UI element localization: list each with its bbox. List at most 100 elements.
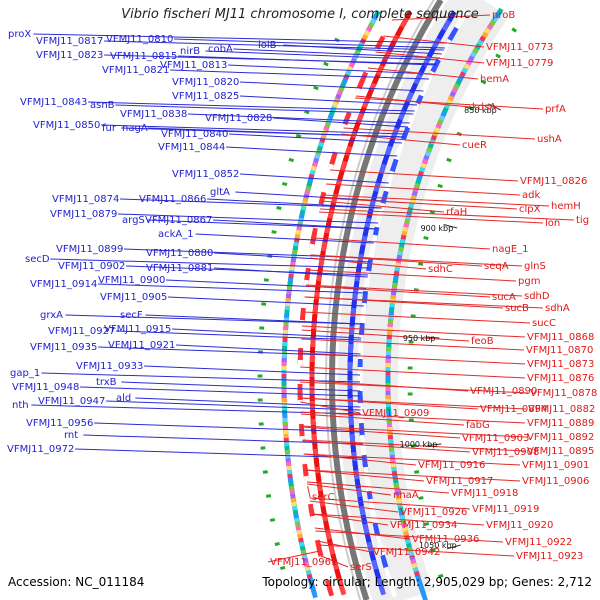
- label-connector: [300, 366, 526, 379]
- gene-label-reverse: VFMJ11_0850: [33, 120, 100, 131]
- rna-feature: [258, 422, 264, 426]
- label-connector: [329, 169, 519, 182]
- gene-label-forward: sdhA: [545, 303, 570, 314]
- rna-feature: [269, 518, 276, 522]
- rna-feature: [408, 418, 414, 422]
- label-connector: [104, 40, 445, 51]
- gene-label-forward: VFMJ11_0926: [400, 507, 467, 518]
- label-connector: [318, 544, 515, 557]
- label-connector: [311, 513, 389, 526]
- label-connector: [326, 183, 521, 196]
- label-connector: [306, 481, 450, 494]
- label-connector: [188, 113, 410, 124]
- label-connector: [302, 439, 526, 452]
- label-connector: [301, 425, 526, 438]
- gene-label-reverse: VFMJ11_0874: [52, 194, 119, 205]
- label-connector: [301, 338, 525, 351]
- gene-label-reverse: VFMJ11_0866: [139, 194, 206, 205]
- scale-tick: [487, 103, 501, 111]
- label-connector: [304, 296, 544, 309]
- gene-label-forward: VFMJ11_0901: [522, 460, 589, 471]
- gene-label-forward: VFMJ11_0779: [486, 58, 553, 69]
- label-connector: [300, 397, 527, 410]
- gene-label-reverse: VFMJ11_0815: [110, 51, 177, 62]
- rna-feature: [282, 181, 288, 187]
- gene-label-reverse: lolB: [258, 40, 277, 51]
- gene-label-forward: VFMJ11_0922: [505, 537, 572, 548]
- label-connector: [33, 33, 448, 44]
- gene-label-forward: VFMJ11_0882: [528, 404, 595, 415]
- label-connector: [235, 191, 384, 202]
- gene-label-reverse: VFMJ11_0879: [50, 209, 117, 220]
- label-connector: [240, 81, 424, 92]
- label-connector: [343, 127, 536, 140]
- gene-label-reverse: asnB: [90, 100, 115, 111]
- label-connector: [310, 254, 523, 267]
- label-connector: [147, 219, 377, 230]
- gene-label-forward: sucB: [505, 303, 529, 314]
- gene-label-reverse: nagA: [122, 123, 148, 134]
- label-connector: [308, 269, 517, 282]
- gene-label-forward: serC: [312, 492, 334, 503]
- label-connector: [120, 198, 382, 209]
- gene-label-reverse: VFMJ11_0828: [205, 113, 272, 124]
- gene-label-forward: VFMJ11_0892: [527, 432, 594, 443]
- gene-label-reverse: VFMJ11_0914: [30, 279, 97, 290]
- gene-label-forward: VFMJ11_0917: [426, 476, 493, 487]
- rna-feature: [276, 206, 282, 210]
- gene-label-reverse: VFMJ11_0902: [58, 261, 125, 272]
- gene-label-forward: fabG: [466, 420, 490, 431]
- gene-label-reverse: fur: [102, 123, 117, 134]
- label-connector: [319, 211, 544, 224]
- label-connector: [303, 311, 531, 324]
- gene-label-reverse: cobA: [208, 44, 233, 55]
- label-connector: [176, 344, 361, 355]
- rna-feature: [423, 236, 429, 240]
- rna-feature: [274, 542, 280, 546]
- gene-label-forward: glnS: [524, 261, 546, 272]
- gene-label-forward: prfA: [545, 104, 566, 115]
- cog-feature-block: [307, 577, 318, 599]
- label-connector: [305, 469, 521, 482]
- rna-feature: [260, 446, 266, 450]
- label-connector: [283, 44, 442, 55]
- label-connector: [301, 426, 461, 439]
- label-connector: [383, 35, 485, 48]
- label-connector: [303, 453, 521, 466]
- rna-feature: [511, 27, 518, 33]
- gene-label-reverse: nirB: [180, 46, 200, 57]
- rna-feature: [456, 131, 462, 137]
- scale-tick-label: 950 kbp: [403, 334, 436, 343]
- label-connector: [98, 283, 366, 294]
- rna-feature: [408, 340, 414, 344]
- gene-label-forward: nagE_1: [492, 244, 529, 255]
- label-connector: [168, 296, 365, 307]
- label-connector: [305, 285, 491, 298]
- label-connector: [273, 117, 409, 128]
- label-connector: [309, 500, 399, 513]
- scale-tick-label: 850 kbp: [464, 106, 497, 115]
- rna-feature: [259, 326, 265, 330]
- gene-label-reverse: secF: [120, 310, 143, 321]
- gene-label-reverse: rnt: [64, 430, 78, 441]
- rna-feature: [288, 157, 294, 163]
- label-connector: [75, 448, 365, 459]
- gene-label-forward: VFMJ11_0920: [486, 520, 553, 531]
- label-connector: [240, 95, 418, 106]
- label-connector: [94, 422, 362, 433]
- gene-label-reverse: VFMJ11_0844: [158, 142, 225, 153]
- rna-feature: [407, 392, 413, 396]
- gene-label-reverse: VFMJ11_0947: [38, 396, 105, 407]
- label-connector: [355, 97, 544, 110]
- gene-label-reverse: VFMJ11_0821: [102, 65, 169, 76]
- gene-label-reverse: secD: [25, 254, 50, 265]
- label-connector: [320, 555, 349, 568]
- rna-feature: [257, 398, 263, 402]
- gene-label-forward: VFMJ11_0876: [527, 373, 594, 384]
- rna-feature: [437, 183, 443, 189]
- gene-label-forward: clpX: [519, 204, 541, 215]
- gene-label-forward: ushA: [537, 134, 562, 145]
- gene-label-reverse: VFMJ11_0817: [36, 36, 103, 47]
